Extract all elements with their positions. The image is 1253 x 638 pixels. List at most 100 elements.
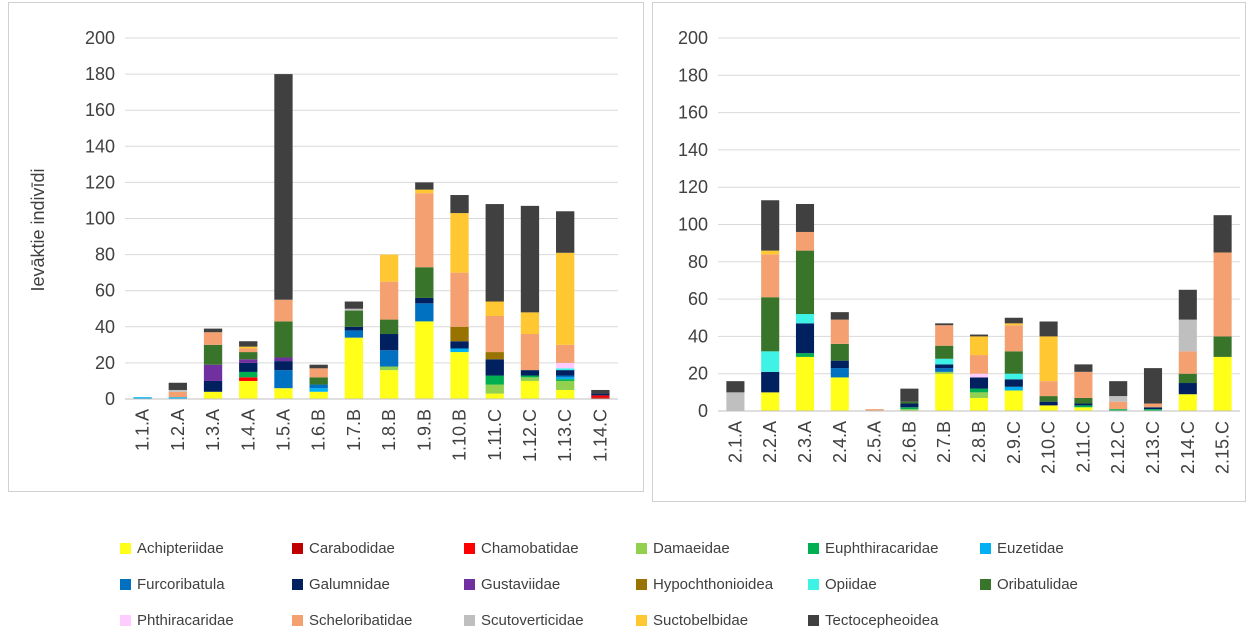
bar-segment-oribatulidae-2.15.C bbox=[1213, 336, 1232, 357]
y-tick-label: 160 bbox=[678, 103, 708, 123]
bar-segment-euphthiracaridae-1.11.C bbox=[485, 375, 504, 385]
bar-segment-tectocepheoidea-2.13.C bbox=[1143, 368, 1163, 404]
bar-segment-oribatulidae-2.10.C bbox=[1039, 396, 1058, 402]
bar-segment-scheloribatidae-2.13.C bbox=[1143, 403, 1163, 408]
bar-segment-galumnidae-2.4.A bbox=[830, 360, 849, 369]
bar-segment-oribatulidae-2.9.C bbox=[1004, 351, 1023, 374]
bar-segment-scheloribatidae-2.11.C bbox=[1074, 371, 1093, 398]
legend-item-gustaviidae: Gustaviidae bbox=[464, 576, 636, 593]
x-tick-label: 2.15.C bbox=[1213, 421, 1233, 474]
bar-segment-phthiracaridae-2.8.B bbox=[969, 373, 989, 378]
legend-swatch bbox=[464, 614, 475, 626]
bar-segment-achipteriidae-2.11.C bbox=[1074, 407, 1093, 411]
bar-segment-tectocepheoidea-1.12.C bbox=[520, 205, 540, 313]
x-tick-label: 2.13.C bbox=[1143, 421, 1163, 474]
y-tick-label: 160 bbox=[85, 100, 115, 120]
x-tick-label: 1.9.B bbox=[414, 409, 434, 451]
bar-segment-scheloribatidae-1.8.B bbox=[379, 281, 399, 320]
bar-segment-achipteriidae-2.14.C bbox=[1178, 394, 1197, 411]
x-tick-label: 2.11.C bbox=[1073, 421, 1093, 473]
y-axis-label: Ievāktie indivīdi bbox=[28, 168, 48, 291]
bar-segment-scheloribatidae-2.10.C bbox=[1039, 381, 1058, 397]
bar-segment-oribatulidae-2.11.C bbox=[1074, 397, 1093, 404]
bar-segment-scheloribatidae-1.3.A bbox=[203, 332, 223, 345]
bar-segment-euzetidae-1.2.A bbox=[168, 397, 187, 399]
bar-segment-tectocepheoidea-2.14.C bbox=[1178, 289, 1197, 320]
legend-swatch bbox=[120, 614, 131, 626]
bar-segment-galumnidae-1.8.B bbox=[379, 334, 399, 351]
y-tick-label: 200 bbox=[85, 28, 115, 48]
bar-segment-achipteriidae-1.4.A bbox=[239, 380, 258, 399]
y-tick-labels: 0 20 40 60 80 100 120 140 160 180 200 bbox=[85, 28, 115, 409]
bar-segment-tectocepheoidea-2.1.A bbox=[726, 381, 745, 393]
legend-label: Phthiracaridae bbox=[137, 611, 234, 629]
bar-segment-opiidae-1.13.C bbox=[556, 368, 575, 371]
bar-segment-tectocepheoidea-1.3.A bbox=[203, 328, 223, 333]
bar-segment-gustaviidae-1.5.A bbox=[274, 357, 293, 362]
x-tick-label: 1.3.A bbox=[203, 409, 223, 451]
bar-segment-euphthiracaridae-2.6.B bbox=[900, 407, 919, 410]
bar-segment-oribatulidae-1.6.B bbox=[309, 377, 328, 385]
legend-label: Euzetidae bbox=[997, 539, 1064, 557]
legend-item-furcoribatula: Furcoribatula bbox=[120, 576, 292, 593]
bar-segment-tectocepheoidea-2.12.C bbox=[1109, 381, 1128, 397]
legend-label: Damaeidae bbox=[653, 539, 730, 557]
bar-segment-chamobatidae-1.14.C bbox=[591, 395, 610, 398]
bar-segment-galumnidae-1.12.C bbox=[520, 370, 540, 376]
bar-segment-achipteriidae-1.6.B bbox=[309, 391, 328, 399]
bar-segment-oribatulidae-1.3.A bbox=[203, 344, 223, 365]
y-tick-label: 60 bbox=[95, 281, 115, 301]
legend-item-chamobatidae: Chamobatidae bbox=[464, 540, 636, 557]
legend-label: Euphthiracaridae bbox=[825, 539, 939, 557]
x-tick-label: 2.8.B bbox=[969, 421, 989, 463]
bar-segment-euzetidae-1.13.C bbox=[556, 377, 575, 380]
y-tick-label: 0 bbox=[105, 389, 115, 409]
legend-swatch bbox=[120, 542, 131, 554]
bar-segment-achipteriidae-1.7.B bbox=[344, 337, 364, 399]
legend-item-suctobelbidae: Suctobelbidae bbox=[636, 612, 808, 629]
legend-item-euzetidae: Euzetidae bbox=[980, 540, 1152, 557]
bar-segment-scheloribatidae-2.14.C bbox=[1178, 351, 1197, 374]
bar-segment-suctobelbidae-2.2.A bbox=[761, 250, 780, 255]
bar-segment-suctobelbidae-2.8.B bbox=[969, 336, 989, 356]
legend-item-achipteriidae: Achipteriidae bbox=[120, 540, 292, 557]
bar-segment-damaeidae-2.7.B bbox=[935, 371, 954, 374]
bar-segment-euzetidae-1.6.B bbox=[309, 388, 328, 392]
y-tick-label: 20 bbox=[688, 364, 708, 384]
legend-swatch bbox=[980, 542, 991, 554]
bar-segment-scutoverticidae-1.2.A bbox=[168, 389, 187, 392]
bar-segment-opiidae-2.3.A bbox=[795, 314, 815, 324]
bar-segment-tectocepheoidea-1.11.C bbox=[485, 204, 504, 302]
bar-segment-phthiracaridae-1.13.C bbox=[556, 362, 575, 369]
x-tick-label: 2.12.C bbox=[1108, 421, 1128, 474]
legend-row: Achipteriidae Carabodidae Chamobatidae Dama… bbox=[120, 530, 1160, 566]
bar-segment-furcoribatula-1.7.B bbox=[344, 330, 364, 338]
x-tick-label: 2.10.C bbox=[1039, 421, 1059, 474]
bar-segment-galumnidae-2.11.C bbox=[1074, 403, 1093, 406]
y-tick-label: 180 bbox=[85, 64, 115, 84]
legend-swatch bbox=[808, 614, 819, 626]
bar-segment-opiidae-2.9.C bbox=[1004, 373, 1023, 380]
x-tick-label: 2.6.B bbox=[899, 421, 919, 463]
bar-segment-scutoverticidae-1.7.B bbox=[344, 308, 364, 311]
bar-segment-tectocepheoidea-1.5.A bbox=[274, 74, 293, 300]
y-tick-label: 100 bbox=[85, 209, 115, 229]
legend-item-euphthiracaridae: Euphthiracaridae bbox=[808, 540, 980, 557]
bar-segment-tectocepheoidea-1.14.C bbox=[591, 389, 610, 394]
bar-segment-euphthiracaridae-2.13.C bbox=[1143, 409, 1163, 411]
bar-segment-achipteriidae-2.2.A bbox=[761, 392, 780, 411]
bar-segment-tectocepheoidea-2.15.C bbox=[1213, 215, 1232, 253]
legend-label: Carabodidae bbox=[309, 539, 395, 557]
chart-frame bbox=[652, 2, 1246, 502]
y-tick-label: 200 bbox=[678, 28, 708, 48]
legend-row: Phthiracaridae Scheloribatidae Scutovertic… bbox=[120, 602, 1160, 638]
x-tick-label: 1.4.A bbox=[238, 409, 258, 451]
legend-label: Gustaviidae bbox=[481, 575, 561, 593]
x-tick-label: 1.11.C bbox=[485, 409, 505, 461]
legend-swatch bbox=[636, 542, 647, 554]
legend-label: Hypochthonioidea bbox=[653, 575, 774, 593]
x-tick-label: 1.12.C bbox=[520, 409, 540, 462]
bar-segment-scheloribatidae-1.11.C bbox=[485, 315, 504, 353]
legend-item-scutoverticidae: Scutoverticidae bbox=[464, 612, 636, 629]
